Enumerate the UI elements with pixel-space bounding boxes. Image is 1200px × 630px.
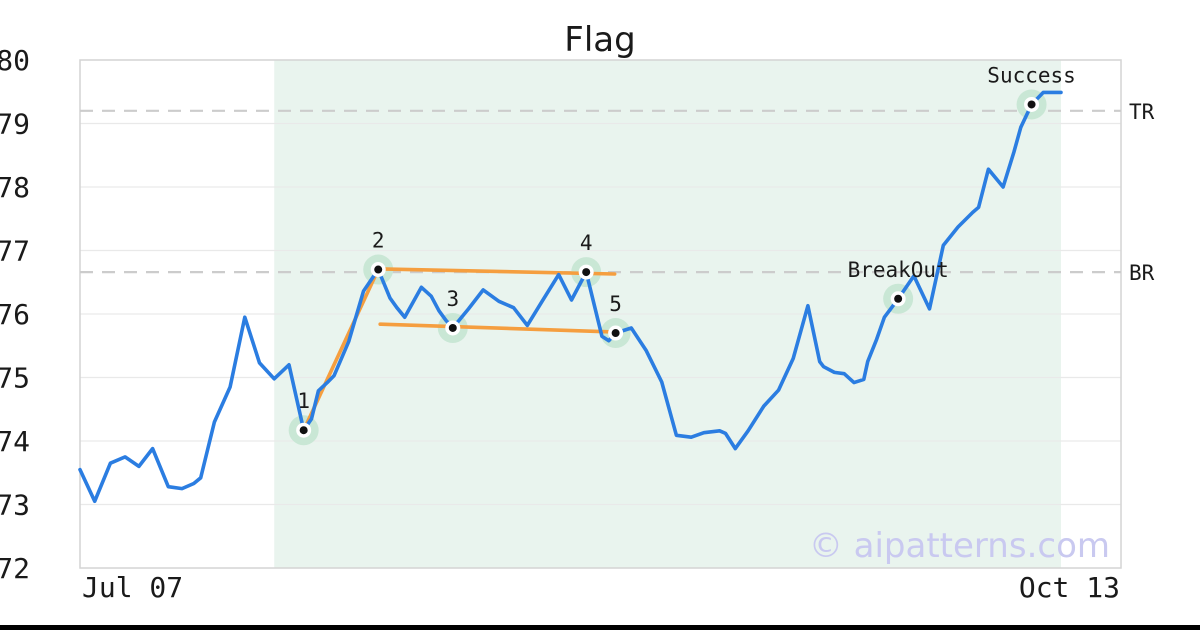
marker-dot bbox=[299, 426, 308, 435]
chart-title: Flag bbox=[564, 20, 636, 60]
marker-label-5: 5 bbox=[609, 292, 622, 316]
y-tick-label: 72 bbox=[0, 552, 30, 585]
marker-label-breakout: BreakOut bbox=[848, 258, 949, 282]
x-axis-label-end: Oct 13 bbox=[1018, 571, 1120, 604]
marker-label-3: 3 bbox=[446, 287, 459, 311]
trendline-upper-flag bbox=[376, 267, 617, 276]
marker-dot bbox=[582, 268, 591, 277]
marker-label-success: Success bbox=[987, 63, 1076, 87]
marker-label-2: 2 bbox=[372, 229, 385, 253]
bottom-border-bar bbox=[0, 625, 1200, 630]
y-tick-label: 74 bbox=[0, 425, 30, 458]
y-tick-label: 75 bbox=[0, 362, 30, 395]
x-axis-label-start: Jul 07 bbox=[82, 571, 184, 604]
marker-dot bbox=[1027, 100, 1036, 109]
price-line bbox=[78, 90, 1063, 504]
marker-label-1: 1 bbox=[297, 389, 310, 413]
y-tick-label: 77 bbox=[0, 235, 30, 268]
marker-dot bbox=[374, 265, 383, 274]
y-tick-label: 79 bbox=[0, 108, 30, 141]
level-label-br: BR bbox=[1129, 261, 1155, 285]
level-label-tr: TR bbox=[1129, 100, 1155, 124]
marker-dot bbox=[894, 294, 903, 303]
plot-border bbox=[79, 59, 1122, 569]
y-tick-label: 73 bbox=[0, 489, 30, 522]
trendline-lower-flag bbox=[378, 322, 611, 334]
watermark: © aipatterns.com bbox=[808, 526, 1110, 566]
y-tick-label: 78 bbox=[0, 171, 30, 204]
y-tick-label: 76 bbox=[0, 298, 30, 331]
marker-dot bbox=[611, 329, 620, 338]
y-tick-label: 80 bbox=[0, 44, 30, 77]
marker-dot bbox=[448, 323, 457, 332]
marker-label-4: 4 bbox=[580, 231, 593, 255]
